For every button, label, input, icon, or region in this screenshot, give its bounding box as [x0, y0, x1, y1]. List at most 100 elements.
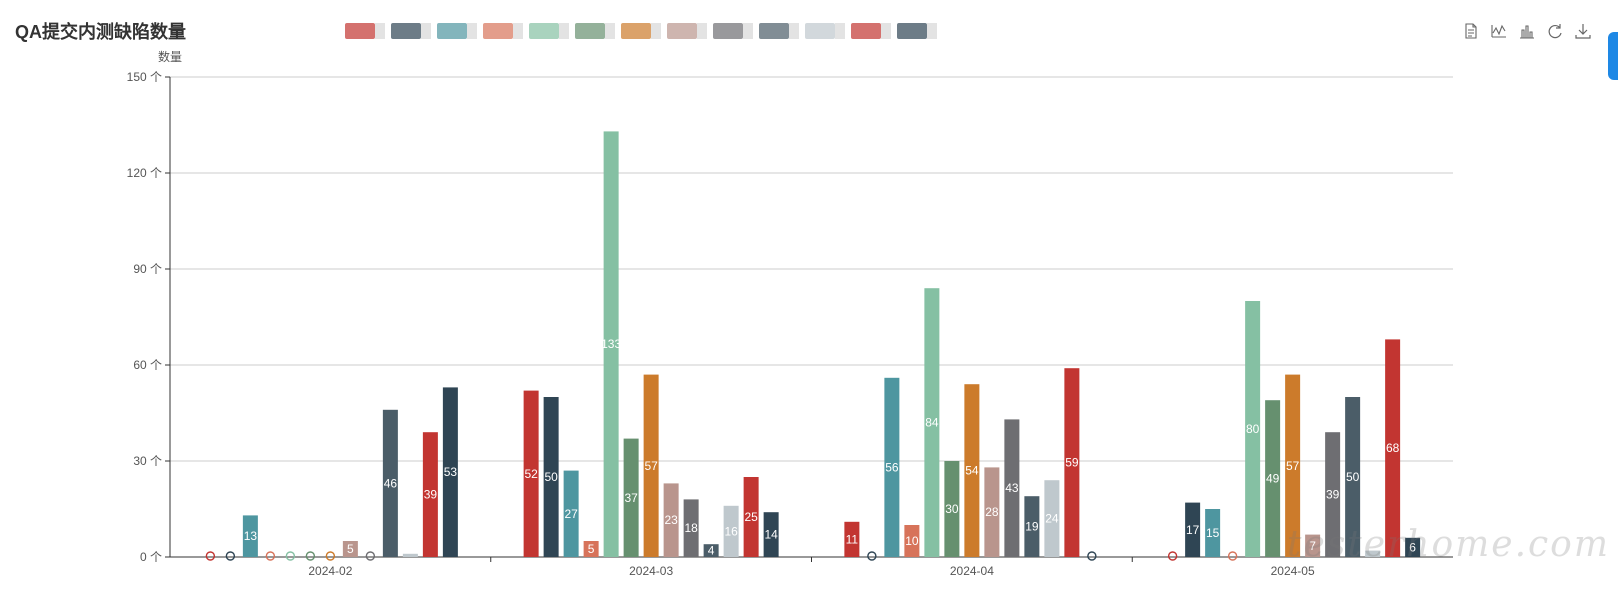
bar [342, 541, 358, 557]
bar [763, 512, 779, 557]
legend-label-blurred [375, 23, 385, 39]
legend-item[interactable] [667, 23, 707, 39]
legend-item[interactable] [437, 23, 477, 39]
bar-value-label: 49 [1266, 472, 1280, 486]
legend-swatch [621, 23, 651, 39]
bar [643, 374, 659, 557]
line-chart-icon[interactable] [1490, 22, 1508, 40]
bar-value-label: 13 [244, 529, 258, 543]
legend-item[interactable] [483, 23, 523, 39]
bar [924, 288, 940, 557]
chart-legend[interactable] [345, 22, 1283, 40]
bar-value-label: 16 [724, 524, 738, 538]
bar [984, 467, 1000, 557]
legend-item[interactable] [805, 23, 845, 39]
bar-value-label: 39 [1326, 488, 1340, 502]
legend-item[interactable] [621, 23, 661, 39]
bar [904, 525, 920, 557]
legend-swatch [345, 23, 375, 39]
bar [1185, 502, 1201, 557]
bar-value-label: 37 [624, 491, 638, 505]
bar-value-label: 56 [885, 460, 899, 474]
bar-value-label: 30 [945, 502, 959, 516]
bar [603, 131, 619, 557]
bar-value-label: 43 [1005, 481, 1019, 495]
chart-toolbox [1462, 22, 1592, 40]
bar-value-label: 19 [1025, 520, 1039, 534]
zero-value-marker [265, 551, 276, 561]
bar [422, 432, 438, 557]
legend-item[interactable] [851, 23, 891, 39]
bar-value-label: 84 [925, 416, 939, 430]
bar-value-label: 59 [1065, 456, 1079, 470]
bar-value-label: 50 [1346, 470, 1360, 484]
bar-chart-icon[interactable] [1518, 22, 1536, 40]
legend-item[interactable] [529, 23, 569, 39]
zero-value-marker [365, 551, 376, 561]
legend-label-blurred [697, 23, 707, 39]
zero-value-marker [285, 551, 296, 561]
chart-title: QA提交内测缺陷数量 [15, 22, 186, 42]
bar-value-label: 11 [846, 532, 859, 546]
legend-label-blurred [835, 23, 845, 39]
bar [402, 553, 418, 557]
download-icon[interactable] [1574, 22, 1592, 40]
bar-value-label: 53 [444, 465, 458, 479]
legend-label-blurred [421, 23, 431, 39]
bar [563, 470, 579, 557]
bar-value-label: 80 [1246, 422, 1260, 436]
restore-icon[interactable] [1546, 22, 1564, 40]
y-tick-label: 60 个 [133, 358, 162, 372]
legend-swatch [575, 23, 605, 39]
bar-value-label: 23 [664, 513, 678, 527]
bar-value-label: 24 [1045, 512, 1059, 526]
legend-item[interactable] [897, 23, 937, 39]
bar-value-label: 17 [1186, 523, 1200, 537]
zero-value-marker [205, 551, 216, 561]
legend-label-blurred [605, 23, 615, 39]
legend-label-blurred [927, 23, 937, 39]
legend-swatch [897, 23, 927, 39]
bar [743, 477, 759, 557]
bar [1245, 301, 1261, 557]
bar-value-label: 68 [1386, 441, 1400, 455]
zero-value-marker [867, 551, 877, 561]
bar [623, 438, 639, 557]
legend-label-blurred [513, 23, 523, 39]
legend-label-blurred [467, 23, 477, 39]
legend-item[interactable] [713, 23, 753, 39]
legend-swatch [437, 23, 467, 39]
side-panel-tab[interactable] [1608, 32, 1618, 80]
legend-swatch [391, 23, 421, 39]
bar [1285, 374, 1301, 557]
bar-value-label: 46 [384, 476, 398, 490]
bar [1205, 509, 1221, 557]
bar-value-label: 133 [601, 337, 621, 351]
bar [1265, 400, 1281, 557]
bar [442, 387, 458, 557]
bar [1385, 339, 1401, 557]
bar-value-label: 7 [1309, 539, 1316, 553]
legend-label-blurred [789, 23, 799, 39]
bar [523, 390, 539, 557]
bar [382, 409, 398, 557]
legend-swatch [759, 23, 789, 39]
y-tick-label: 150 个 [127, 70, 162, 84]
data-view-icon[interactable] [1462, 22, 1480, 40]
bar [663, 483, 679, 557]
y-tick-label: 90 个 [133, 262, 162, 276]
bar [1064, 368, 1080, 557]
legend-item[interactable] [391, 23, 431, 39]
legend-item[interactable] [759, 23, 799, 39]
legend-label-blurred [559, 23, 569, 39]
legend-item[interactable] [575, 23, 615, 39]
bar [242, 515, 258, 557]
legend-label-blurred [881, 23, 891, 39]
legend-item[interactable] [345, 23, 385, 39]
bar [683, 499, 699, 557]
legend-swatch [483, 23, 513, 39]
bar [1024, 496, 1040, 557]
bar [703, 544, 719, 557]
bar [583, 541, 599, 557]
